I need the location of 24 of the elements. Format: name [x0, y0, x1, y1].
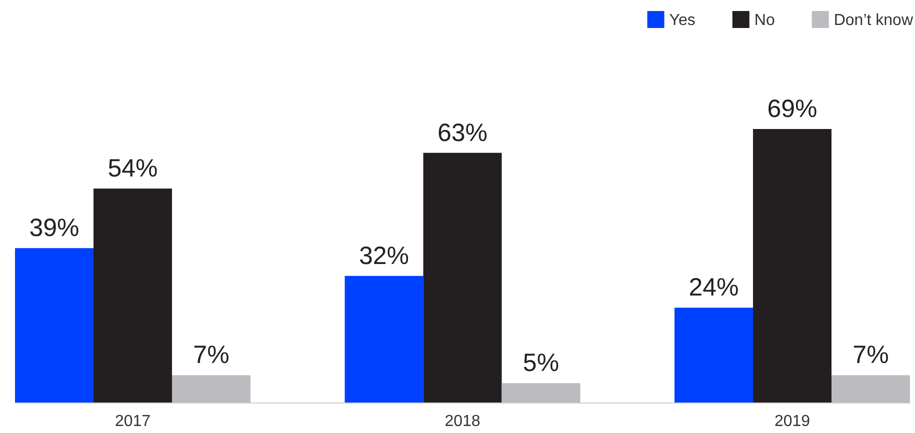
x-tick-label: 2018 [444, 413, 480, 430]
bar [423, 152, 502, 403]
data-label: 63% [437, 118, 488, 147]
x-tick-label: 2017 [114, 413, 151, 430]
bar [753, 129, 832, 403]
legend-label: Yes [669, 12, 696, 29]
data-label: 24% [688, 274, 739, 302]
bar [832, 375, 910, 403]
data-label: 39% [29, 214, 80, 242]
bar [172, 375, 250, 403]
data-label: 69% [767, 95, 818, 123]
data-label: 5% [522, 349, 560, 378]
x-tick-label: 2019 [774, 413, 810, 430]
bar [15, 248, 94, 403]
data-label: 7% [193, 341, 230, 370]
bar [344, 276, 424, 403]
legend-label: No [754, 12, 775, 29]
legend-label: Don’t know [834, 12, 914, 29]
bar [94, 188, 172, 403]
data-label: 54% [108, 154, 158, 183]
bar [502, 383, 580, 403]
data-label: 7% [852, 341, 889, 370]
bar [674, 308, 753, 403]
data-label: 32% [358, 242, 410, 270]
